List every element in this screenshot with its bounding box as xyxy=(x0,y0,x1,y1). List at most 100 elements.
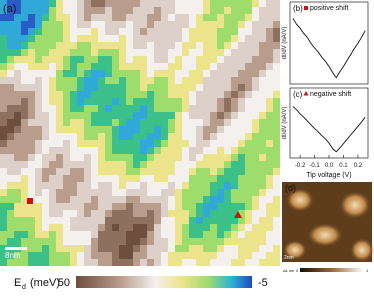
map-cell xyxy=(98,70,105,77)
map-cell xyxy=(0,154,7,161)
map-cell xyxy=(168,161,175,168)
map-cell xyxy=(91,84,98,91)
colorbar xyxy=(300,268,364,272)
map-cell xyxy=(161,56,168,63)
map-cell xyxy=(0,259,7,266)
map-cell xyxy=(259,154,266,161)
map-cell xyxy=(231,49,238,56)
map-cell xyxy=(203,245,210,252)
map-cell xyxy=(189,210,196,217)
map-cell xyxy=(217,210,224,217)
map-cell xyxy=(49,161,56,168)
map-cell xyxy=(119,98,126,105)
map-cell xyxy=(182,112,189,119)
map-cell xyxy=(91,91,98,98)
map-cell xyxy=(224,119,231,126)
map-cell xyxy=(210,203,217,210)
map-cell xyxy=(49,0,56,7)
map-cell xyxy=(238,119,245,126)
map-cell xyxy=(266,112,273,119)
map-cell xyxy=(77,91,84,98)
map-cell xyxy=(42,175,49,182)
map-cell xyxy=(84,252,91,259)
map-cell xyxy=(21,91,28,98)
map-cell xyxy=(21,21,28,28)
map-cell xyxy=(154,98,161,105)
map-cell xyxy=(49,112,56,119)
map-cell xyxy=(7,224,14,231)
map-cell xyxy=(231,42,238,49)
map-cell xyxy=(196,238,203,245)
map-cell xyxy=(7,21,14,28)
map-cell xyxy=(266,63,273,70)
map-cell xyxy=(238,70,245,77)
map-cell xyxy=(119,70,126,77)
map-cell xyxy=(196,245,203,252)
map-cell xyxy=(35,35,42,42)
map-cell xyxy=(210,147,217,154)
map-cell xyxy=(42,35,49,42)
map-cell xyxy=(35,217,42,224)
map-cell xyxy=(7,189,14,196)
map-cell xyxy=(182,42,189,49)
map-cell xyxy=(210,259,217,266)
map-cell xyxy=(238,217,245,224)
map-cell xyxy=(63,147,70,154)
map-cell xyxy=(7,217,14,224)
map-cell xyxy=(168,28,175,35)
map-cell xyxy=(252,35,259,42)
map-cell xyxy=(266,14,273,21)
map-cell xyxy=(140,196,147,203)
map-cell xyxy=(35,105,42,112)
map-cell xyxy=(161,182,168,189)
map-cell xyxy=(224,245,231,252)
map-cell xyxy=(266,224,273,231)
map-cell xyxy=(56,126,63,133)
map-cell xyxy=(238,259,245,266)
map-cell xyxy=(175,259,182,266)
map-cell xyxy=(0,252,7,259)
map-cell xyxy=(273,0,280,7)
map-cell xyxy=(231,245,238,252)
map-cell xyxy=(245,182,252,189)
map-cell xyxy=(70,161,77,168)
map-cell xyxy=(112,133,119,140)
map-cell xyxy=(42,63,49,70)
map-cell xyxy=(238,35,245,42)
map-cell xyxy=(224,14,231,21)
map-cell xyxy=(105,77,112,84)
map-cell xyxy=(203,49,210,56)
map-cell xyxy=(70,210,77,217)
map-cell xyxy=(112,126,119,133)
map-cell xyxy=(168,119,175,126)
map-cell xyxy=(147,105,154,112)
map-cell xyxy=(126,56,133,63)
map-cell xyxy=(175,70,182,77)
map-cell xyxy=(231,56,238,63)
colorbar-left: 50 xyxy=(58,277,70,289)
map-cell xyxy=(28,112,35,119)
map-cell xyxy=(112,84,119,91)
map-cell xyxy=(154,217,161,224)
map-cell xyxy=(126,175,133,182)
map-cell xyxy=(112,224,119,231)
map-cell xyxy=(203,161,210,168)
map-cell xyxy=(140,70,147,77)
map-cell xyxy=(7,126,14,133)
map-cell xyxy=(273,161,280,168)
map-cell xyxy=(35,161,42,168)
map-cell xyxy=(0,42,7,49)
map-cell xyxy=(140,56,147,63)
map-cell xyxy=(0,189,7,196)
map-cell xyxy=(0,126,7,133)
map-cell xyxy=(126,0,133,7)
map-cell xyxy=(154,168,161,175)
map-cell xyxy=(98,252,105,259)
topography-image xyxy=(282,182,374,262)
map-cell xyxy=(259,161,266,168)
map-cell xyxy=(147,147,154,154)
map-cell xyxy=(42,161,49,168)
map-cell xyxy=(133,252,140,259)
map-cell xyxy=(28,84,35,91)
map-cell xyxy=(63,98,70,105)
